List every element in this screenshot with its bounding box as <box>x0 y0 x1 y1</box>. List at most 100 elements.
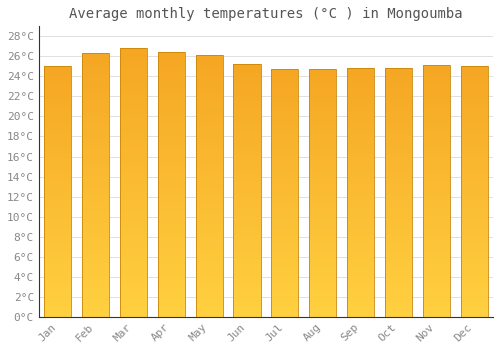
Bar <box>82 53 109 317</box>
Bar <box>271 171 298 172</box>
Bar <box>44 91 72 93</box>
Bar <box>422 243 450 244</box>
Bar <box>120 203 147 204</box>
Bar <box>234 94 260 96</box>
Bar <box>82 250 109 251</box>
Bar <box>196 92 223 93</box>
Bar <box>460 109 488 110</box>
Bar <box>196 94 223 96</box>
Bar <box>196 114 223 116</box>
Bar <box>82 232 109 234</box>
Bar <box>422 136 450 137</box>
Bar <box>422 126 450 127</box>
Bar <box>158 142 185 144</box>
Bar <box>158 224 185 225</box>
Bar <box>422 155 450 156</box>
Bar <box>120 259 147 260</box>
Bar <box>271 219 298 220</box>
Bar <box>309 198 336 199</box>
Bar <box>196 91 223 92</box>
Bar <box>271 82 298 83</box>
Bar <box>234 117 260 119</box>
Bar <box>234 135 260 136</box>
Bar <box>347 134 374 135</box>
Bar <box>271 224 298 225</box>
Bar <box>422 259 450 260</box>
Bar <box>234 316 260 317</box>
Bar <box>234 78 260 79</box>
Bar <box>422 70 450 72</box>
Bar <box>120 227 147 228</box>
Bar <box>196 105 223 106</box>
Bar <box>196 127 223 128</box>
Bar <box>120 235 147 236</box>
Bar <box>347 118 374 119</box>
Bar <box>196 267 223 268</box>
Bar <box>347 272 374 273</box>
Bar <box>385 216 412 217</box>
Bar <box>158 230 185 231</box>
Bar <box>460 257 488 258</box>
Bar <box>44 69 72 70</box>
Bar <box>44 244 72 245</box>
Bar <box>460 271 488 272</box>
Bar <box>120 208 147 209</box>
Bar <box>234 294 260 295</box>
Bar <box>385 286 412 287</box>
Bar <box>460 140 488 141</box>
Bar <box>44 259 72 260</box>
Bar <box>158 274 185 276</box>
Bar <box>460 306 488 307</box>
Bar <box>422 66 450 68</box>
Bar <box>234 276 260 278</box>
Bar <box>120 252 147 254</box>
Bar <box>422 308 450 309</box>
Bar <box>158 241 185 243</box>
Bar <box>234 152 260 153</box>
Bar <box>196 299 223 300</box>
Bar <box>234 127 260 129</box>
Bar <box>347 132 374 133</box>
Bar <box>460 154 488 155</box>
Bar <box>347 193 374 194</box>
Bar <box>347 135 374 137</box>
Bar <box>271 166 298 167</box>
Bar <box>196 67 223 68</box>
Bar <box>460 294 488 295</box>
Bar <box>271 192 298 193</box>
Bar <box>44 277 72 278</box>
Bar <box>234 186 260 187</box>
Bar <box>271 262 298 264</box>
Bar <box>120 165 147 167</box>
Bar <box>385 274 412 276</box>
Bar <box>82 80 109 81</box>
Bar <box>44 303 72 304</box>
Bar <box>385 154 412 155</box>
Bar <box>120 89 147 90</box>
Bar <box>82 108 109 110</box>
Bar <box>120 106 147 107</box>
Bar <box>271 301 298 302</box>
Bar <box>460 217 488 218</box>
Bar <box>422 74 450 75</box>
Bar <box>347 258 374 260</box>
Bar <box>460 220 488 222</box>
Bar <box>309 180 336 181</box>
Bar <box>271 280 298 281</box>
Bar <box>309 203 336 204</box>
Bar <box>82 82 109 84</box>
Bar <box>158 206 185 207</box>
Bar <box>271 222 298 223</box>
Bar <box>234 144 260 145</box>
Bar <box>44 126 72 128</box>
Bar <box>422 178 450 180</box>
Bar <box>158 141 185 142</box>
Bar <box>196 165 223 167</box>
Bar <box>158 198 185 199</box>
Bar <box>460 149 488 150</box>
Bar <box>309 93 336 94</box>
Bar <box>44 94 72 95</box>
Bar <box>120 113 147 114</box>
Bar <box>460 99 488 100</box>
Bar <box>347 222 374 224</box>
